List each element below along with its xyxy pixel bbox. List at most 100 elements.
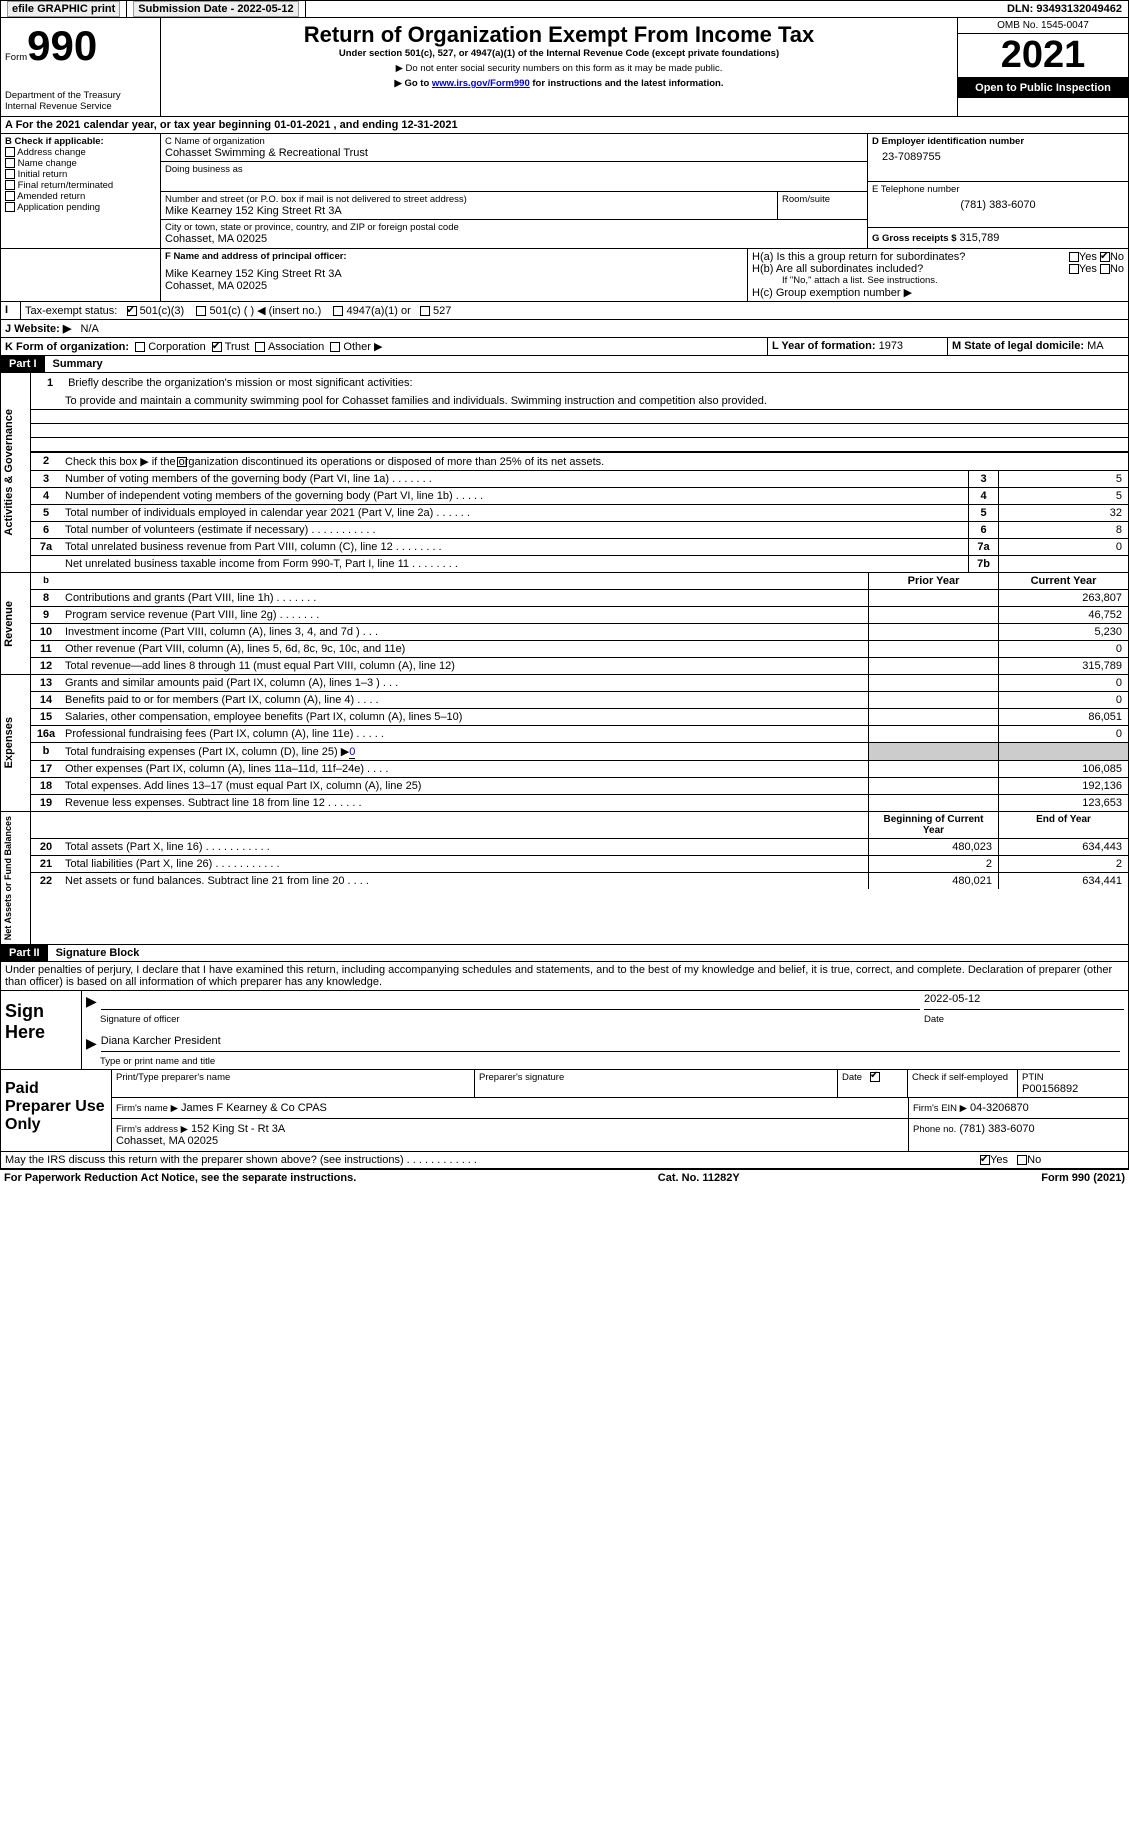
hb-label: H(b) Are all subordinates included?: [752, 263, 1069, 275]
ein-value: 23-7089755: [872, 147, 1124, 163]
state-domicile-label: M State of legal domicile:: [952, 340, 1084, 352]
ptin-label: PTIN: [1022, 1072, 1124, 1083]
firm-ein-label: Firm's EIN ▶: [913, 1103, 967, 1114]
form-subtitle: Under section 501(c), 527, or 4947(a)(1)…: [165, 48, 953, 59]
city-state-zip: Cohasset, MA 02025: [165, 233, 863, 245]
period-line: A For the 2021 calendar year, or tax yea…: [1, 117, 1128, 133]
cb-corp[interactable]: [135, 342, 145, 352]
l16b-text: Total fundraising expenses (Part IX, col…: [65, 746, 349, 758]
cb-assoc[interactable]: [255, 342, 265, 352]
form-header: Form990 Department of the Treasury Inter…: [0, 18, 1129, 117]
paid-preparer-label: Paid Preparer Use Only: [1, 1070, 111, 1151]
l14-text: Benefits paid to or for members (Part IX…: [61, 692, 868, 708]
discuss-no[interactable]: [1017, 1155, 1027, 1165]
l11-val: 0: [998, 641, 1128, 657]
mission-label: Briefly describe the organization's miss…: [68, 377, 412, 389]
cb-amended[interactable]: [5, 191, 15, 201]
cb-app-pending[interactable]: [5, 202, 15, 212]
footer-right: Form 990 (2021): [1041, 1172, 1125, 1184]
cb-address-change[interactable]: [5, 147, 15, 157]
ptin-value: P00156892: [1022, 1083, 1124, 1095]
cb-discontinued[interactable]: [177, 457, 187, 467]
l21-text: Total liabilities (Part X, line 26) . . …: [61, 856, 868, 872]
cb-self-employed[interactable]: [870, 1072, 880, 1082]
sign-here-label: Sign Here: [1, 991, 81, 1069]
cb-other[interactable]: [330, 342, 340, 352]
l19-val: 123,653: [998, 795, 1128, 811]
l18-val: 192,136: [998, 778, 1128, 794]
l5-val: 32: [998, 505, 1128, 521]
discuss-text: May the IRS discuss this return with the…: [5, 1154, 477, 1166]
l16a-val: 0: [998, 726, 1128, 742]
goto-pre: ▶ Go to: [395, 78, 432, 89]
vert-revenue: Revenue: [1, 597, 17, 651]
begin-year-hdr: Beginning of Current Year: [868, 812, 998, 838]
cb-501c3[interactable]: [127, 306, 137, 316]
hb-yes[interactable]: [1069, 264, 1079, 274]
l6-text: Total number of volunteers (estimate if …: [61, 522, 968, 538]
dba-label: Doing business as: [165, 164, 863, 175]
org-name: Cohasset Swimming & Recreational Trust: [165, 147, 863, 159]
phone-label: E Telephone number: [872, 184, 1124, 195]
dln-value: DLN: 93493132049462: [1001, 1, 1128, 17]
cb-527[interactable]: [420, 306, 430, 316]
hb-no[interactable]: [1100, 264, 1110, 274]
part2-title: Signature Block: [48, 947, 140, 959]
irs-label: Internal Revenue Service: [5, 101, 156, 112]
ssn-note: ▶ Do not enter social security numbers o…: [165, 63, 953, 74]
gross-receipts-label: G Gross receipts $: [872, 233, 956, 244]
website-value: N/A: [81, 323, 99, 335]
cb-initial-return[interactable]: [5, 169, 15, 179]
l9-text: Program service revenue (Part VIII, line…: [61, 607, 868, 623]
l14-val: 0: [998, 692, 1128, 708]
officer-printed-name: Diana Karcher President: [101, 1035, 1120, 1052]
omb-number: OMB No. 1545-0047: [958, 18, 1128, 34]
sign-date-val: 2022-05-12: [924, 993, 1124, 1010]
sign-here-block: Sign Here ▶ 2022-05-12 Signature of offi…: [0, 991, 1129, 1070]
cb-name-change[interactable]: [5, 158, 15, 168]
pt-sig-label: Preparer's signature: [475, 1070, 838, 1097]
ein-label: D Employer identification number: [872, 136, 1124, 147]
phone-value: (781) 383-6070: [872, 195, 1124, 211]
street-address: Mike Kearney 152 King Street Rt 3A: [165, 205, 773, 217]
sig-officer-label: Signature of officer: [100, 1014, 924, 1025]
efile-print-button[interactable]: efile GRAPHIC print: [7, 1, 120, 17]
ha-yes[interactable]: [1069, 252, 1079, 262]
form-number: 990: [27, 22, 97, 69]
hb-note: If "No," attach a list. See instructions…: [752, 275, 1124, 286]
l12-val: 315,789: [998, 658, 1128, 674]
hc-label: H(c) Group exemption number ▶: [752, 286, 1124, 299]
officer-name-addr: Mike Kearney 152 King Street Rt 3A Cohas…: [165, 268, 743, 292]
l22-end: 634,441: [998, 873, 1128, 889]
paid-preparer-block: Paid Preparer Use Only Print/Type prepar…: [0, 1070, 1129, 1152]
part1-header: Part I: [1, 356, 45, 372]
org-name-label: C Name of organization: [165, 136, 863, 147]
cb-4947[interactable]: [333, 306, 343, 316]
firm-addr-label: Firm's address ▶: [116, 1124, 188, 1135]
goto-post: for instructions and the latest informat…: [530, 78, 724, 89]
cb-final-return[interactable]: [5, 180, 15, 190]
perjury-text: Under penalties of perjury, I declare th…: [1, 962, 1128, 990]
cb-trust[interactable]: [212, 342, 222, 352]
top-bar: efile GRAPHIC print Submission Date - 20…: [0, 0, 1129, 18]
ha-no[interactable]: [1100, 252, 1110, 262]
discuss-yes[interactable]: [980, 1155, 990, 1165]
open-inspection: Open to Public Inspection: [958, 78, 1128, 98]
ha-label: H(a) Is this a group return for subordin…: [752, 251, 1069, 263]
l7a-val: 0: [998, 539, 1128, 555]
form990-link[interactable]: www.irs.gov/Form990: [432, 78, 530, 89]
addr-label: Number and street (or P.O. box if mail i…: [165, 194, 773, 205]
l22-text: Net assets or fund balances. Subtract li…: [61, 873, 868, 889]
pt-name-label: Print/Type preparer's name: [112, 1070, 475, 1097]
l13-text: Grants and similar amounts paid (Part IX…: [61, 675, 868, 691]
l9-val: 46,752: [998, 607, 1128, 623]
l22-begin: 480,021: [868, 873, 998, 889]
l20-begin: 480,023: [868, 839, 998, 855]
prior-year-hdr: Prior Year: [868, 573, 998, 589]
part2-header: Part II: [1, 945, 48, 961]
firm-name-label: Firm's name ▶: [116, 1103, 178, 1114]
l18-text: Total expenses. Add lines 13–17 (must eq…: [61, 778, 868, 794]
city-label: City or town, state or province, country…: [165, 222, 863, 233]
vert-netassets: Net Assets or Fund Balances: [1, 812, 15, 944]
cb-501c[interactable]: [196, 306, 206, 316]
